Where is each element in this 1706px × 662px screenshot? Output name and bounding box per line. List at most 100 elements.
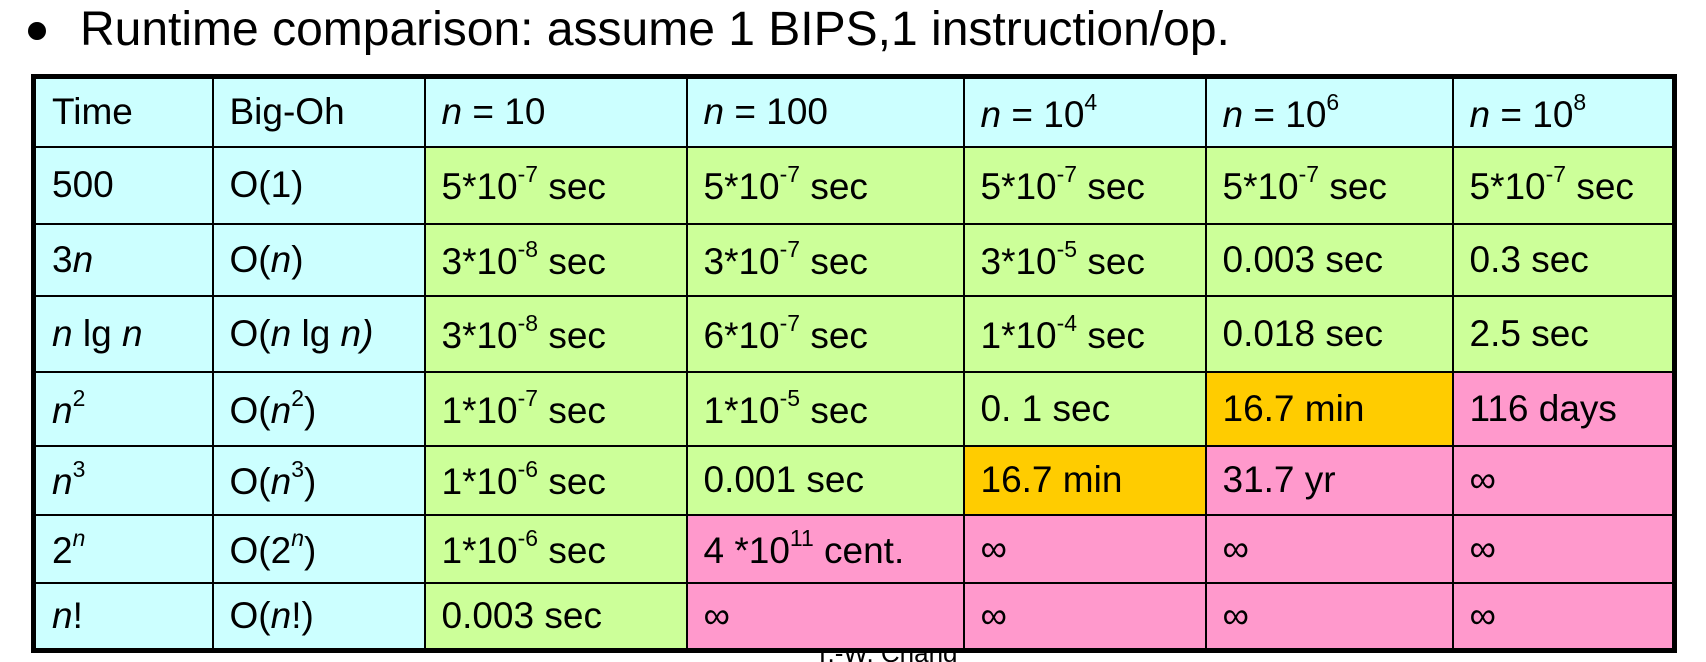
cell-text: O(2 bbox=[229, 530, 292, 572]
table-cell: n2 bbox=[32, 370, 214, 447]
cell-text: n bbox=[270, 238, 292, 280]
cell-text: ) bbox=[303, 390, 317, 432]
cell-text: -7 bbox=[779, 235, 801, 262]
cell-text: n bbox=[72, 524, 86, 551]
cell-text: lg bbox=[291, 312, 341, 354]
table-cell: O(n2) bbox=[211, 370, 426, 447]
table-cell: 1*10-6 sec bbox=[423, 513, 688, 584]
cell-text: n bbox=[270, 594, 292, 636]
cell-text: Big-Oh bbox=[229, 91, 345, 133]
table-cell: 0.003 sec bbox=[423, 581, 688, 652]
header-cell: Time bbox=[32, 75, 214, 148]
cell-text: sec bbox=[800, 315, 868, 357]
cell-text: sec bbox=[800, 241, 868, 283]
cell-text: sec bbox=[538, 315, 606, 357]
table-cell: 2n bbox=[32, 513, 214, 584]
cell-text: 5*10 bbox=[980, 166, 1057, 208]
cell-text: O( bbox=[229, 312, 271, 354]
cell-text: ∞ bbox=[1469, 459, 1496, 500]
cell-text: sec bbox=[1566, 166, 1634, 208]
cell-text: ) bbox=[303, 530, 317, 572]
cell-text: 1*10 bbox=[703, 390, 780, 432]
cell-text: n bbox=[1222, 93, 1244, 135]
cell-text: 6*10 bbox=[703, 315, 780, 357]
header-cell: n = 104 bbox=[962, 75, 1207, 148]
table-cell: 16.7 min bbox=[1204, 370, 1454, 447]
table-cell: n lg n bbox=[32, 294, 214, 373]
cell-text: O( bbox=[229, 461, 271, 503]
table-cell: 0.3 sec bbox=[1451, 222, 1676, 297]
cell-text: cent. bbox=[813, 530, 905, 572]
cell-text: 4 bbox=[1084, 88, 1098, 115]
cell-text: 5*10 bbox=[1222, 166, 1299, 208]
cell-text: 2 bbox=[291, 384, 304, 411]
cell-text: 0.3 sec bbox=[1469, 238, 1589, 280]
cell-text: ∞ bbox=[1469, 594, 1496, 636]
table-cell: 5*10-7 sec bbox=[423, 145, 688, 225]
table-row: n3 O(n3) 1*10-6 sec 0.001 sec 16.7 min 31.7 y… bbox=[32, 444, 1676, 516]
table-row: 500 O(1) 5*10-7 sec 5*10-7 sec 5*10-7 sec 5*1… bbox=[32, 145, 1676, 225]
title: Runtime comparison: assume 1 BIPS,1 inst… bbox=[80, 3, 1230, 56]
header-cell: n = 108 bbox=[1451, 75, 1676, 148]
cell-text: 3*10 bbox=[703, 241, 780, 283]
table-cell: ∞ bbox=[962, 581, 1207, 652]
header-cell: n = 10 bbox=[423, 75, 688, 148]
table-cell: 4 *1011 cent. bbox=[685, 513, 965, 584]
cell-text: -7 bbox=[779, 309, 801, 336]
cell-text: n bbox=[291, 524, 304, 551]
cell-text: 16.7 min bbox=[980, 459, 1123, 500]
table-row: 2n O(2n) 1*10-6 sec 4 *1011 cent. ∞ ∞ ∞ bbox=[32, 513, 1676, 584]
table-cell: 3*10-8 sec bbox=[423, 222, 688, 297]
cell-text: -7 bbox=[517, 161, 539, 188]
cell-text: n bbox=[980, 93, 1002, 135]
cell-text: n bbox=[270, 390, 292, 432]
cell-text: 2 bbox=[72, 384, 86, 411]
cell-text: 0.003 sec bbox=[441, 594, 602, 636]
cell-text: n bbox=[1469, 93, 1491, 135]
table-row: n! O(n!) 0.003 sec ∞ ∞ ∞ ∞ bbox=[32, 581, 1676, 652]
header-cell: n = 100 bbox=[685, 75, 965, 148]
cell-text: ! bbox=[72, 594, 83, 636]
cell-text: n bbox=[121, 312, 143, 354]
table-cell: 5*10-7 sec bbox=[1204, 145, 1454, 225]
table-cell: 3*10-8 sec bbox=[423, 294, 688, 373]
cell-text: ∞ bbox=[980, 594, 1007, 636]
cell-text: 3*10 bbox=[441, 315, 518, 357]
cell-text: -7 bbox=[1545, 161, 1567, 188]
cell-text: n bbox=[52, 312, 73, 354]
table-cell: O(n) bbox=[211, 222, 426, 297]
cell-text: 3 bbox=[72, 456, 86, 483]
table-cell: 31.7 yr bbox=[1204, 444, 1454, 516]
table-cell: 5*10-7 sec bbox=[685, 145, 965, 225]
table-cell: O(1) bbox=[211, 145, 426, 225]
cell-text: 2 bbox=[52, 530, 73, 572]
table-cell: n! bbox=[32, 581, 214, 652]
cell-text: 3 bbox=[291, 456, 304, 483]
cell-text: 5*10 bbox=[1469, 166, 1546, 208]
table-row: 3n O(n) 3*10-8 sec 3*10-7 sec 3*10-5 sec 0.00… bbox=[32, 222, 1676, 297]
table-cell: 0.018 sec bbox=[1204, 294, 1454, 373]
cell-text: 31.7 yr bbox=[1222, 459, 1336, 500]
table-cell: 1*10-7 sec bbox=[423, 370, 688, 447]
cell-text: O(1) bbox=[229, 164, 304, 205]
cell-text: n) bbox=[340, 312, 374, 354]
cell-text: = 10 bbox=[1490, 93, 1574, 135]
cell-text: 116 days bbox=[1469, 387, 1617, 429]
table-cell: ∞ bbox=[1451, 444, 1676, 516]
cell-text: Time bbox=[52, 91, 133, 133]
cell-text: lg bbox=[72, 312, 122, 354]
cell-text: 0.018 sec bbox=[1222, 312, 1383, 354]
cell-text: 500 bbox=[52, 164, 114, 205]
cell-text: 0.003 sec bbox=[1222, 238, 1383, 280]
cell-text: n bbox=[441, 91, 463, 133]
cell-text: -8 bbox=[517, 309, 539, 336]
table-cell: O(n!) bbox=[211, 581, 426, 652]
header-row: Time Big-Oh n = 10 n = 100 n = 104 n = 106 n =… bbox=[32, 75, 1676, 148]
table-cell: 500 bbox=[32, 145, 214, 225]
cell-text: -5 bbox=[1056, 235, 1078, 262]
cell-text: 4 *10 bbox=[703, 530, 790, 572]
header-cell: Big-Oh bbox=[211, 75, 426, 148]
table-cell: 2.5 sec bbox=[1451, 294, 1676, 373]
cell-text: sec bbox=[538, 166, 606, 208]
table-cell: n3 bbox=[32, 444, 214, 516]
